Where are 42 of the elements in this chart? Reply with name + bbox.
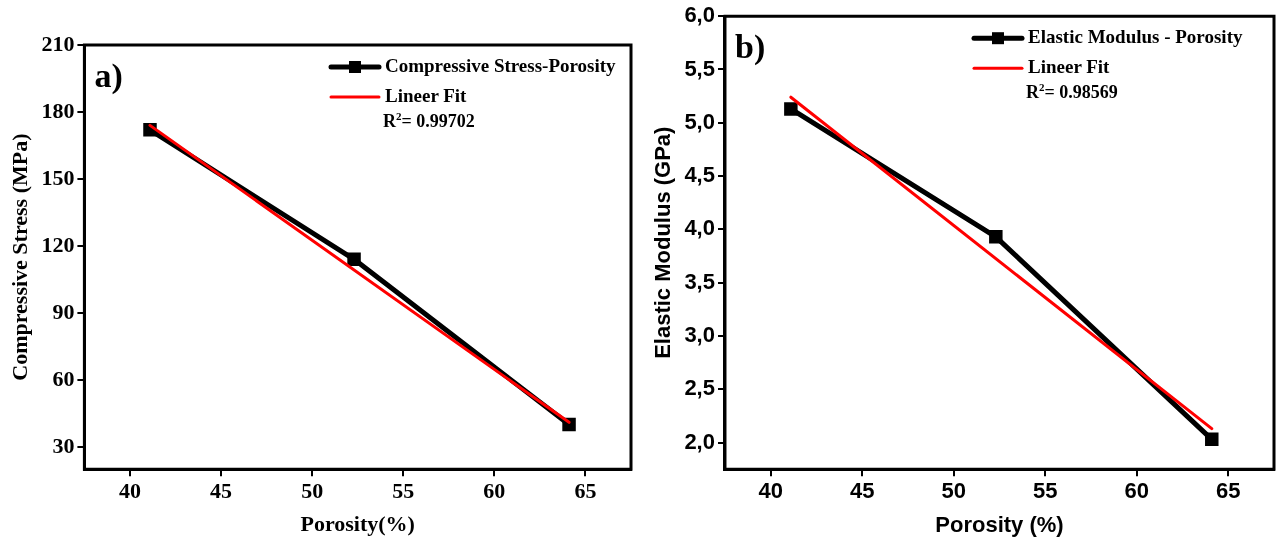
y-tick-label: 180 <box>41 97 75 123</box>
y-tick-label: 30 <box>52 432 75 458</box>
y-tick-label: 210 <box>41 30 75 56</box>
y-tick-label: 90 <box>52 298 75 324</box>
x-tick-label: 50 <box>301 478 324 504</box>
x-tick-label: 65 <box>574 478 597 504</box>
y-tick-label: 5,0 <box>684 108 715 134</box>
y-tick-label: 150 <box>41 164 75 190</box>
x-tick-label: 55 <box>392 478 415 504</box>
y-tick-label: 3,5 <box>684 268 715 294</box>
y-tick-label: 4,0 <box>684 215 715 241</box>
legend-label: Lineer Fit <box>1028 56 1111 78</box>
y-axis-title: Compressive Stress (MPa) <box>6 133 32 381</box>
x-tick-label: 55 <box>1033 478 1058 504</box>
point <box>1205 432 1219 447</box>
x-tick-label: 40 <box>758 478 783 504</box>
y-tick-label: 2,5 <box>684 375 715 401</box>
y-tick-label: 5,5 <box>684 55 715 81</box>
x-axis-title: Porosity(%) <box>300 511 415 537</box>
legend-label: Compressive Stress-Porosity <box>385 54 617 76</box>
y-tick-label: 2,0 <box>684 428 715 454</box>
y-tick-label: 4,5 <box>684 162 715 188</box>
y-tick-label: 60 <box>52 365 75 391</box>
y-tick-label: 3,0 <box>684 322 715 348</box>
x-tick-label: 60 <box>483 478 506 504</box>
legend-label: Lineer Fit <box>385 84 468 106</box>
x-tick-label: 45 <box>850 478 875 504</box>
x-tick-label: 65 <box>1216 478 1241 504</box>
y-axis-title: Elastic Modulus (GPa) <box>650 126 676 359</box>
y-tick-label: 6,0 <box>684 2 715 28</box>
point <box>784 102 798 116</box>
x-tick-label: 45 <box>210 478 233 504</box>
x-tick-label: 50 <box>941 478 966 504</box>
x-tick-label: 40 <box>118 478 141 504</box>
x-axis-title: Porosity (%) <box>935 511 1064 537</box>
annotation: a) <box>94 57 123 95</box>
point <box>989 230 1003 244</box>
point <box>347 252 361 267</box>
y-tick-label: 120 <box>41 231 75 257</box>
legend-label: Elastic Modulus - Porosity <box>1028 26 1243 48</box>
x-tick-label: 60 <box>1124 478 1149 504</box>
annotation: b) <box>734 28 766 67</box>
